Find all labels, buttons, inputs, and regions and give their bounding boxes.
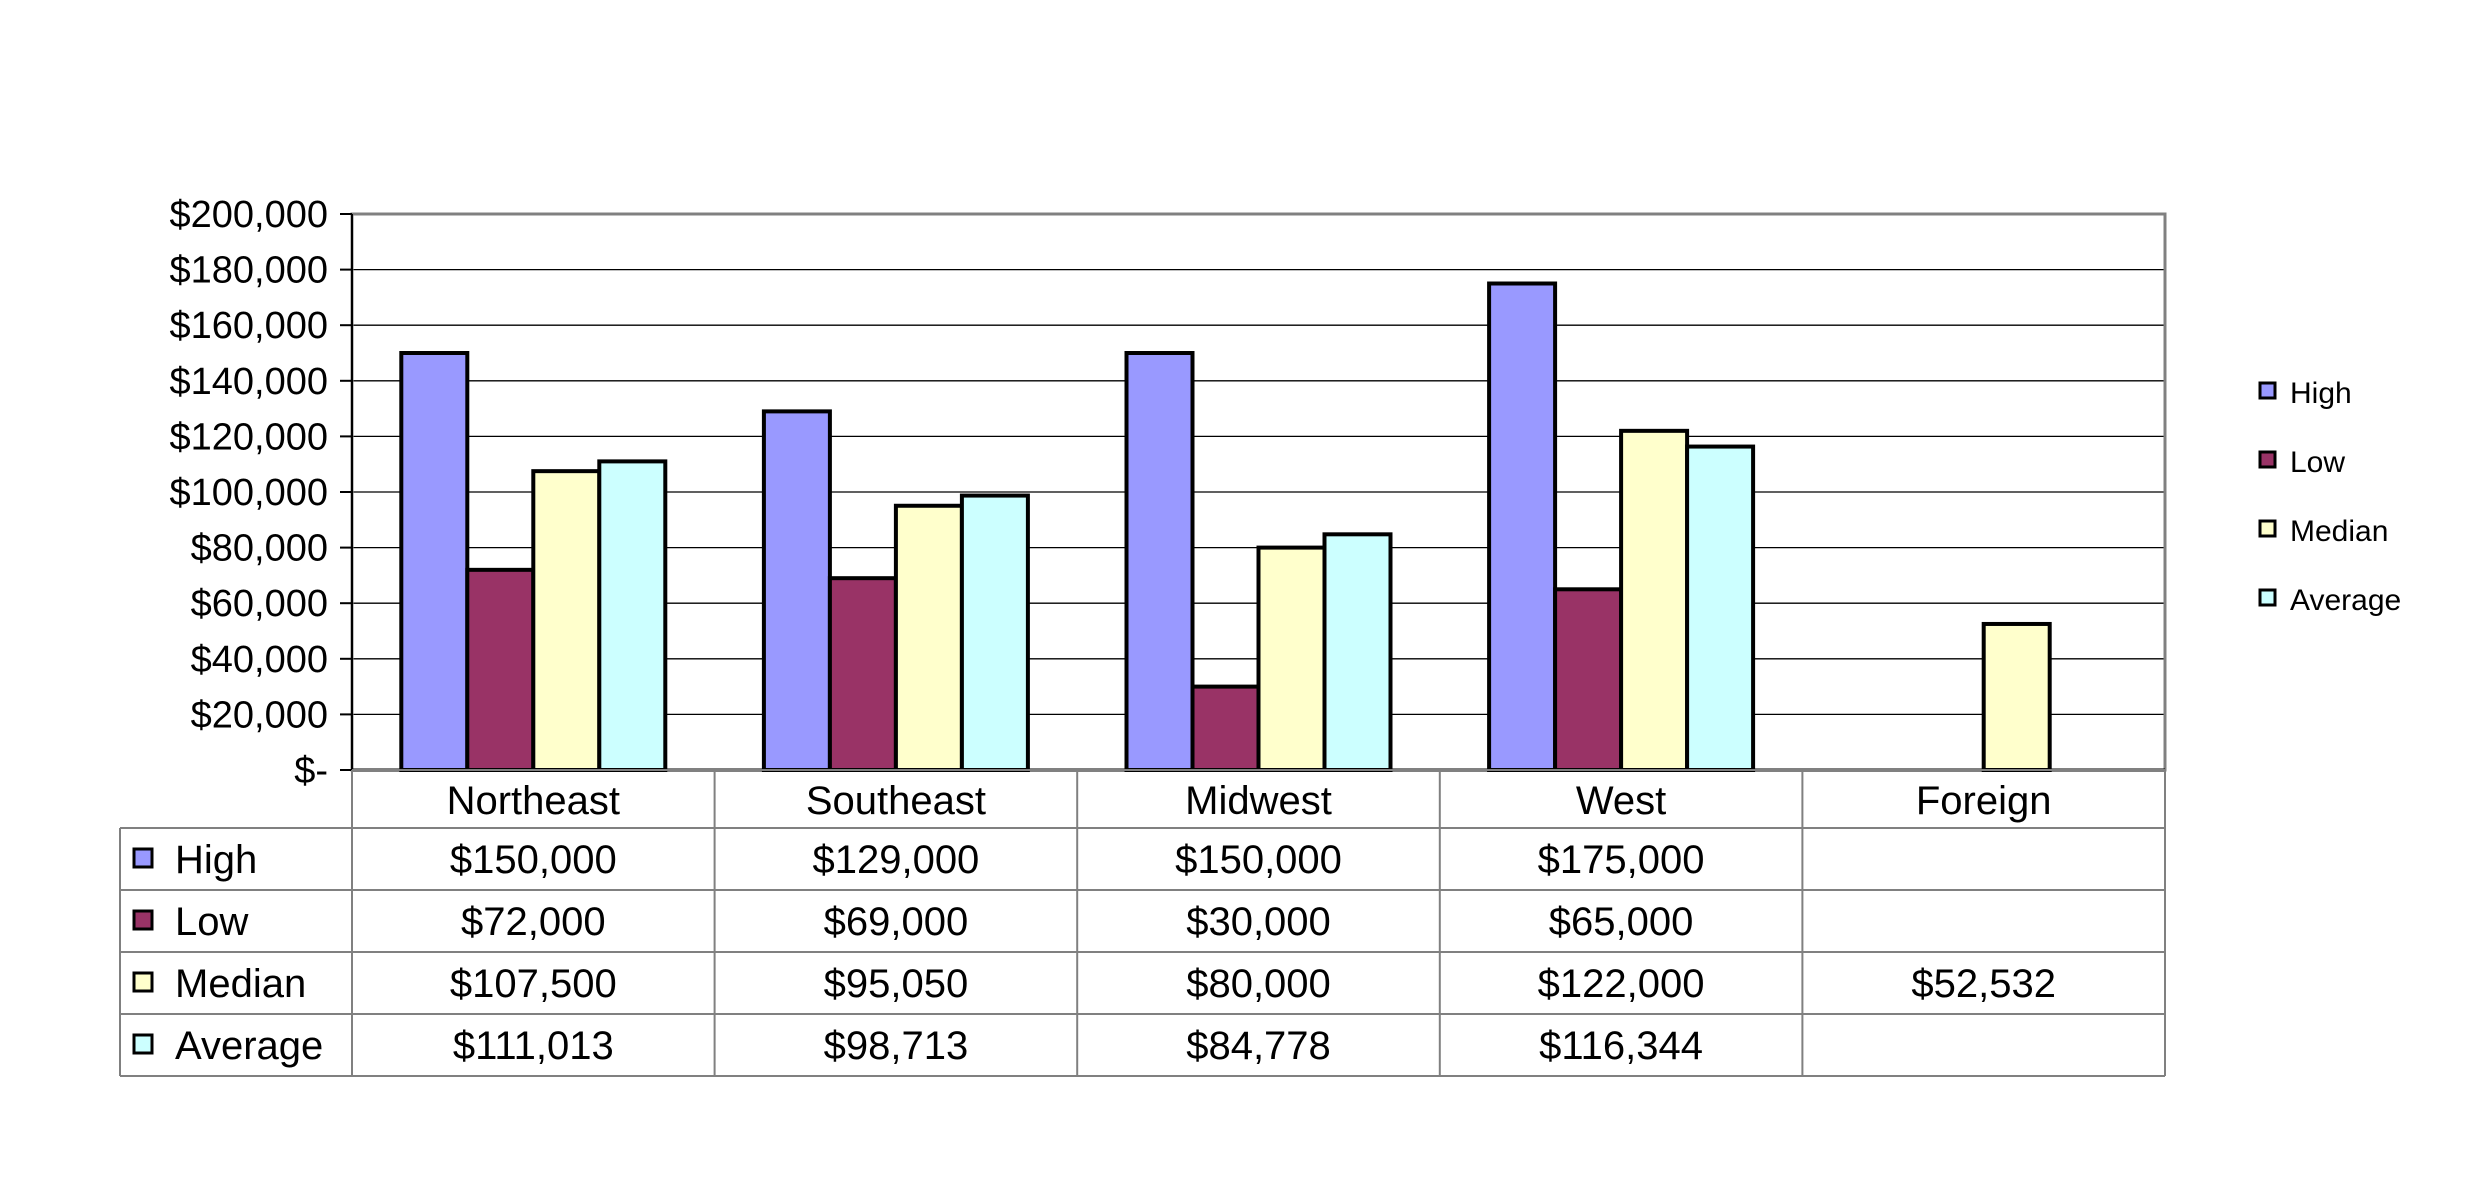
y-tick-label: $180,000 [170,250,329,292]
y-tick-label: $140,000 [170,361,329,403]
table-series-label: High [175,838,257,882]
y-axis: $- $20,000 $40,000 $60,000 $80,000 $100,000 $1… [170,194,353,792]
legend-label-median: Median [2290,515,2388,548]
table-cell-value: $52,532 [1911,962,2056,1006]
bar-high-northeast [399,351,470,772]
table-cell-value: $107,500 [450,962,617,1006]
bar-low-midwest [1190,684,1261,772]
table-cell-value: $95,050 [824,962,969,1006]
bar-high-southeast [761,409,832,772]
legend-key-median [2258,519,2277,538]
table-cell-value: $84,778 [1186,1024,1331,1068]
table-cell-value: $129,000 [812,838,979,882]
category-label: West [1576,779,1666,823]
legend-label-high: High [2290,377,2352,410]
legend-label-average: Average [2290,584,2401,617]
y-tick-label: $100,000 [170,472,329,514]
bar-average-west [1685,444,1756,772]
y-tick-label: $120,000 [170,416,329,458]
legend-key-low [2258,450,2277,469]
bar-average-southeast [959,493,1030,772]
category-label: Northeast [447,779,620,823]
bar-low-southeast [827,576,898,772]
y-tick-label: $160,000 [170,305,329,347]
table-series-label: Low [175,900,248,944]
table-cell-value: $72,000 [461,900,606,944]
y-tick-label: $80,000 [191,528,328,570]
y-tick-label: $- [294,750,328,792]
bar-median-southeast [893,503,964,772]
table-cell-value: $150,000 [1175,838,1342,882]
category-label: Midwest [1185,779,1332,823]
table-legend-key [132,847,154,869]
bar-high-midwest [1124,351,1195,772]
bar-median-midwest [1256,545,1327,772]
bars [352,281,2165,773]
y-tick-label: $200,000 [170,194,329,236]
bar-average-northeast [597,459,668,772]
table-legend-key [132,971,154,993]
table-legend-key [132,1033,154,1055]
bar-average-midwest [1322,532,1393,772]
table-series-label: Median [175,962,306,1006]
table-series-label: Average [175,1024,323,1068]
bar-median-foreign [1981,621,2052,773]
table-cell-value: $175,000 [1538,838,1705,882]
table-legend-key [132,909,154,931]
legend: High Low Median Average [2258,377,2401,617]
table-cell-value: $65,000 [1549,900,1694,944]
table-cell-value: $150,000 [450,838,617,882]
table-cell-value: $80,000 [1186,962,1331,1006]
table-cell-value: $69,000 [824,900,969,944]
legend-label-low: Low [2290,446,2345,479]
bar-median-northeast [531,469,602,772]
bar-low-northeast [465,567,536,773]
y-tick-label: $60,000 [191,583,328,625]
table-cell-value: $111,013 [453,1024,614,1068]
bar-low-west [1553,587,1624,772]
legend-key-high [2258,381,2277,400]
y-tick-label: $20,000 [191,694,328,736]
data-table: Northeast Southeast Midwest West Foreign High… [119,769,2166,1077]
category-label: Southeast [806,779,986,823]
category-label: Foreign [1916,779,2052,823]
table-cell-value: $98,713 [824,1024,969,1068]
y-tick-label: $40,000 [191,639,328,681]
bar-high-west [1487,281,1558,772]
table-cell-value: $116,344 [1539,1024,1703,1068]
table-cell-value: $30,000 [1186,900,1331,944]
legend-key-average [2258,588,2277,607]
table-cell-value: $122,000 [1538,962,1705,1006]
bar-median-west [1619,428,1690,772]
